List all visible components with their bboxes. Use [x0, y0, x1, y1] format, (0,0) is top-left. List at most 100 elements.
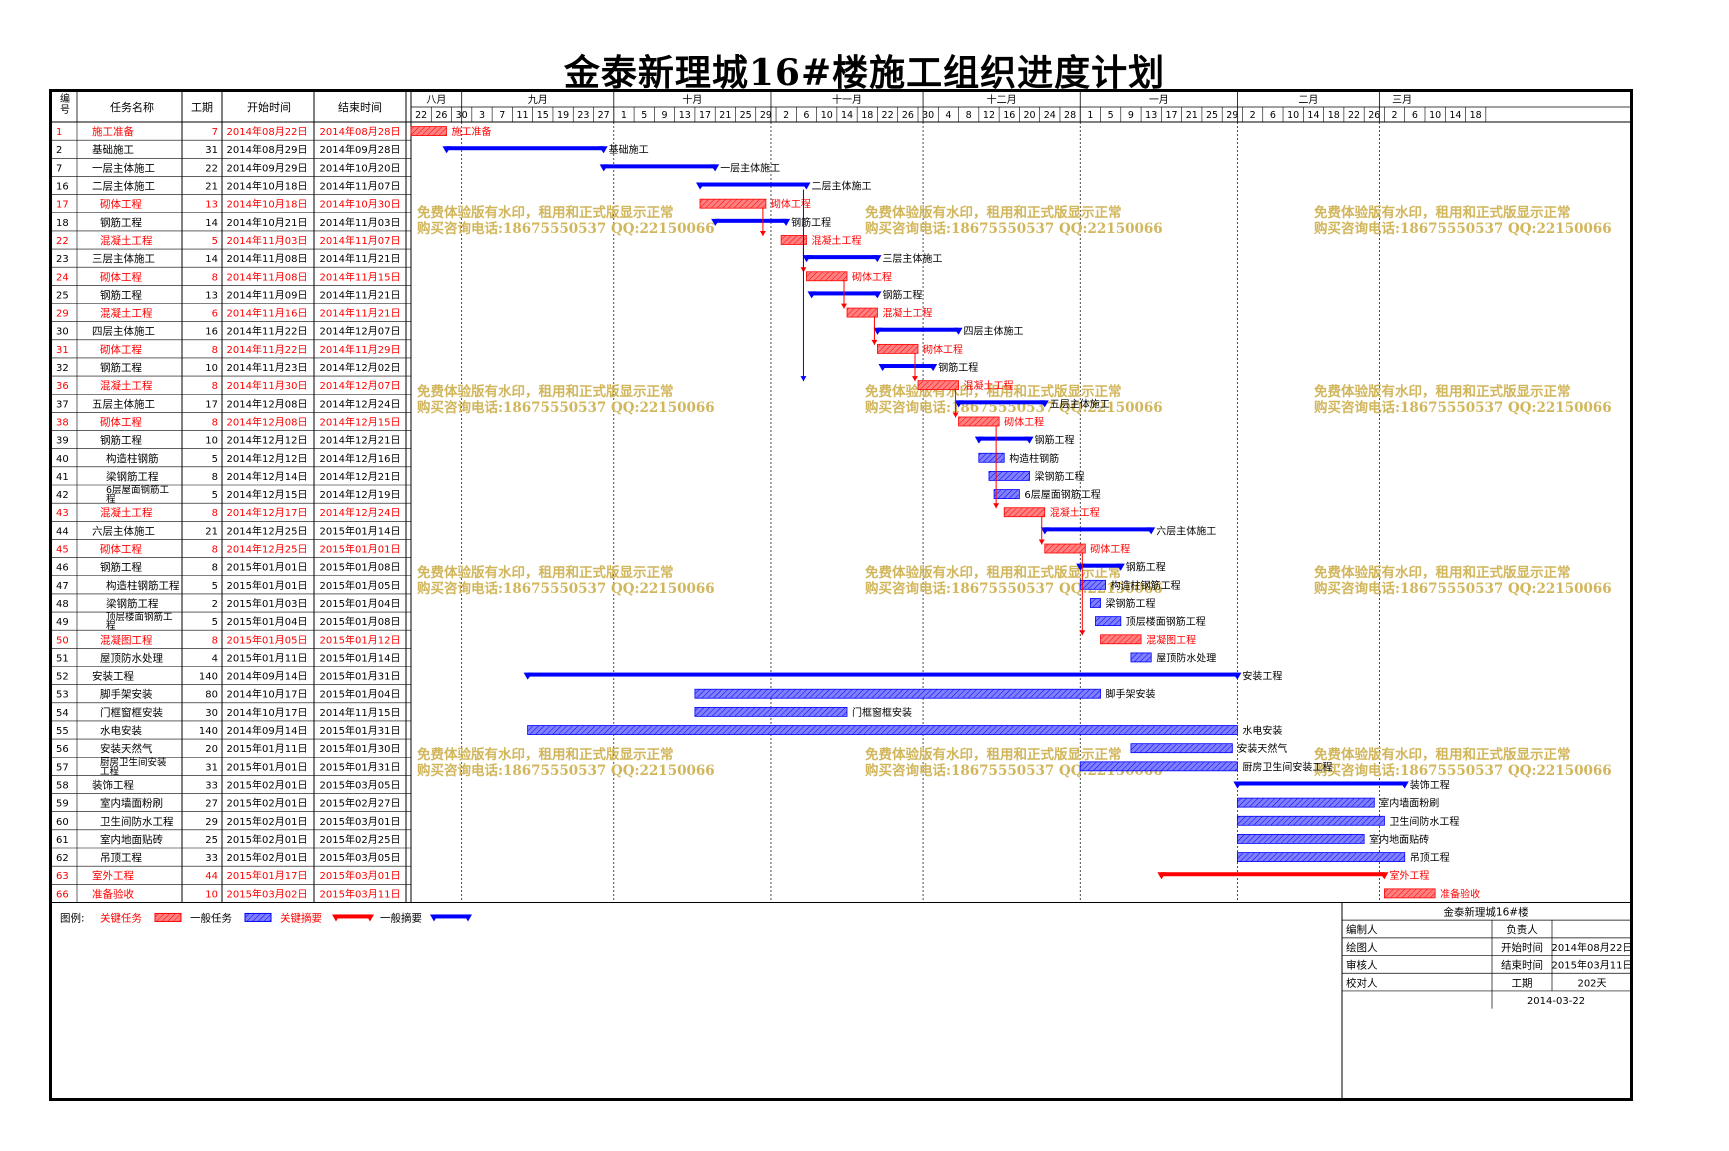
task-name: 梁钢筋工程	[106, 470, 159, 483]
task-duration: 5	[212, 490, 218, 501]
gantt-summary-bar	[446, 146, 604, 151]
task-name: 6层屋面钢筋工	[106, 484, 170, 496]
gantt-bar-label: 基础施工	[609, 143, 649, 156]
watermark-text: 免费体验版有水印，租用和正式版显示正常	[1314, 564, 1571, 581]
gantt-task-bar	[1384, 888, 1436, 899]
gantt-bar-label: 装饰工程	[1410, 778, 1450, 791]
gantt-bar-label: 安装天然气	[1237, 742, 1287, 755]
day-tick: 13	[679, 110, 691, 121]
info-value: 2015年03月11日	[1552, 959, 1630, 972]
task-name: 混凝图工程	[100, 634, 153, 646]
task-start: 2015年02月01日	[227, 797, 308, 810]
gantt-summary-cap	[1232, 672, 1242, 680]
task-start: 2014年10月17日	[227, 706, 308, 719]
task-name: 构造柱钢筋	[106, 452, 159, 465]
task-name: 厨房卫生间安装	[100, 756, 167, 768]
gantt-summary-cap	[873, 327, 883, 335]
task-duration: 31	[205, 145, 218, 156]
month-label: 八月	[426, 94, 446, 106]
month-label: 九月	[528, 94, 548, 106]
day-tick: 1	[621, 110, 627, 121]
task-id: 31	[56, 345, 69, 356]
task-name: 装饰工程	[92, 778, 134, 791]
info-label: 工期	[1512, 977, 1533, 989]
task-id: 24	[56, 272, 69, 283]
task-id: 41	[56, 472, 69, 483]
task-end: 2014年11月07日	[320, 180, 401, 193]
task-end: 2014年08月28日	[320, 125, 401, 138]
task-end: 2014年11月21日	[320, 288, 401, 301]
task-start: 2015年02月01日	[227, 833, 308, 846]
task-duration: 31	[205, 762, 218, 773]
gantt-summary-cap	[872, 291, 882, 299]
task-duration: 25	[205, 835, 218, 846]
day-tick: 22	[1348, 110, 1360, 121]
day-tick: 30	[456, 110, 468, 121]
gantt-bar-label: 混凝土工程	[882, 307, 932, 320]
task-start: 2015年01月11日	[227, 742, 308, 755]
task-duration: 8	[212, 472, 218, 483]
task-duration: 44	[205, 871, 218, 882]
day-tick: 25	[740, 110, 752, 121]
task-name: 钢筋工程	[100, 288, 142, 301]
gantt-summary-cap	[1076, 563, 1086, 571]
task-end: 2015年01月31日	[320, 760, 401, 773]
task-end: 2014年11月21日	[320, 252, 401, 265]
task-start: 2014年11月22日	[227, 325, 308, 338]
gantt-bar-label: 6层屋面钢筋工程	[1024, 488, 1100, 501]
gantt-task-bar	[988, 471, 1030, 481]
task-duration: 21	[205, 526, 218, 537]
header-no: 号	[60, 104, 70, 116]
legend-critical-summary: 关键摘要	[280, 911, 322, 924]
day-tick: 20	[1023, 110, 1035, 121]
task-start: 2014年08月29日	[227, 143, 308, 156]
gantt-bar-label: 四层主体施工	[964, 325, 1024, 338]
task-name: 水电安装	[100, 724, 142, 737]
gantt-bar-label: 砌体工程	[771, 199, 811, 211]
task-start: 2014年09月29日	[227, 161, 308, 174]
task-start: 2014年12月12日	[227, 452, 308, 465]
task-end: 2014年09月28日	[320, 143, 401, 156]
gantt-summary-bar	[1237, 781, 1405, 786]
legend-label: 图例:	[60, 911, 85, 924]
task-start: 2014年11月22日	[227, 343, 308, 356]
legend-normal-summary-caps	[430, 914, 472, 922]
gantt-summary-bar	[699, 182, 807, 187]
task-duration: 8	[212, 417, 218, 428]
watermark-text: 免费体验版有水印，租用和正式版显示正常	[417, 564, 674, 581]
task-name: 基础施工	[92, 143, 134, 156]
legend-critical-summary-caps	[332, 914, 374, 922]
task-end: 2015年03月05日	[320, 851, 401, 864]
task-name: 脚手架安装	[100, 688, 153, 701]
task-end: 2014年11月15日	[320, 706, 401, 719]
gantt-bar-label: 三层主体施工	[882, 252, 942, 265]
task-end: 2015年02月27日	[320, 797, 401, 810]
gantt-bar-label: 一层主体施工	[720, 161, 780, 174]
day-tick: 9	[661, 110, 667, 121]
watermark-text: 购买咨询电话:18675550537 QQ:22150066	[417, 762, 715, 779]
task-id: 23	[56, 254, 69, 265]
task-end: 2014年12月16日	[320, 452, 401, 465]
gantt-bar-label: 砌体工程	[1004, 416, 1044, 428]
task-start: 2014年11月08日	[227, 270, 308, 283]
gantt-task-bar	[877, 343, 919, 354]
task-duration: 5	[212, 236, 218, 247]
task-end: 2014年11月15日	[320, 270, 401, 283]
info-label: 结束时间	[1501, 959, 1543, 972]
watermark-text: 购买咨询电话:18675550537 QQ:22150066	[1314, 399, 1612, 416]
day-tick: 2	[1392, 110, 1398, 121]
watermark-text: 免费体验版有水印，租用和正式版显示正常	[1314, 383, 1571, 400]
task-id: 37	[56, 399, 69, 410]
day-tick: 28	[1064, 110, 1076, 121]
info-project: 金泰新理城16#楼	[1443, 905, 1529, 918]
legend-normal-task: 一般任务	[190, 911, 232, 924]
day-tick: 15	[537, 110, 549, 121]
task-end: 2014年12月24日	[320, 397, 401, 410]
watermark-text: 免费体验版有水印，租用和正式版显示正常	[865, 564, 1122, 581]
task-end: 2015年01月14日	[320, 524, 401, 537]
task-duration: 8	[212, 345, 218, 356]
gantt-task-bar	[1237, 797, 1375, 808]
day-tick: 2	[1250, 110, 1256, 121]
info-label: 绘图人	[1346, 941, 1378, 954]
gantt-bar-label: 钢筋工程	[938, 361, 978, 374]
